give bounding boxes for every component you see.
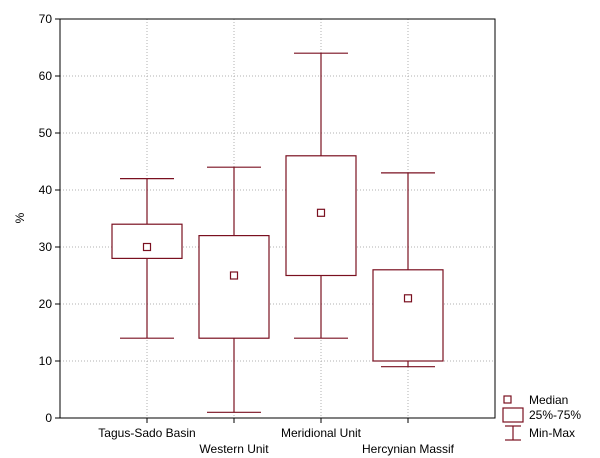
iqr-box <box>372 269 444 362</box>
median-marker <box>229 271 239 280</box>
legend-whisker-label: Min-Max <box>529 426 575 440</box>
plot-frame <box>59 18 496 419</box>
x-axis: Tagus-Sado Basin Western Unit Meridional U… <box>98 418 455 456</box>
y-tick-label: 60 <box>39 69 53 83</box>
y-axis-label: % <box>13 212 27 223</box>
y-tick-label: 40 <box>39 183 53 197</box>
legend: Median 25%-75% Min-Max <box>502 393 581 441</box>
median-marker <box>142 242 152 252</box>
legend-box-icon <box>502 407 524 423</box>
y-tick-label: 0 <box>45 411 52 425</box>
boxes-layer <box>111 52 444 413</box>
y-tick-label: 70 <box>39 12 53 26</box>
x-tick-label: Hercynian Massif <box>362 442 455 456</box>
iqr-box <box>198 235 270 339</box>
legend-box-label: 25%-75% <box>529 408 581 422</box>
x-tick-label: Tagus-Sado Basin <box>98 426 195 440</box>
legend-whisker-icon <box>505 425 521 441</box>
y-tick-label: 20 <box>39 297 53 311</box>
legend-median-icon <box>503 395 512 404</box>
iqr-box <box>285 155 357 277</box>
median-marker <box>403 294 413 303</box>
x-tick-label: Western Unit <box>199 442 269 456</box>
y-tick-label: 30 <box>39 240 53 254</box>
iqr-box <box>111 223 183 259</box>
median-marker <box>316 208 326 217</box>
y-tick-label: 50 <box>39 126 53 140</box>
y-tick-label: 10 <box>39 354 53 368</box>
y-axis: 0 10 20 30 40 50 60 70 <box>39 12 60 425</box>
legend-median-label: Median <box>529 393 568 407</box>
x-tick-label: Meridional Unit <box>281 426 362 440</box>
